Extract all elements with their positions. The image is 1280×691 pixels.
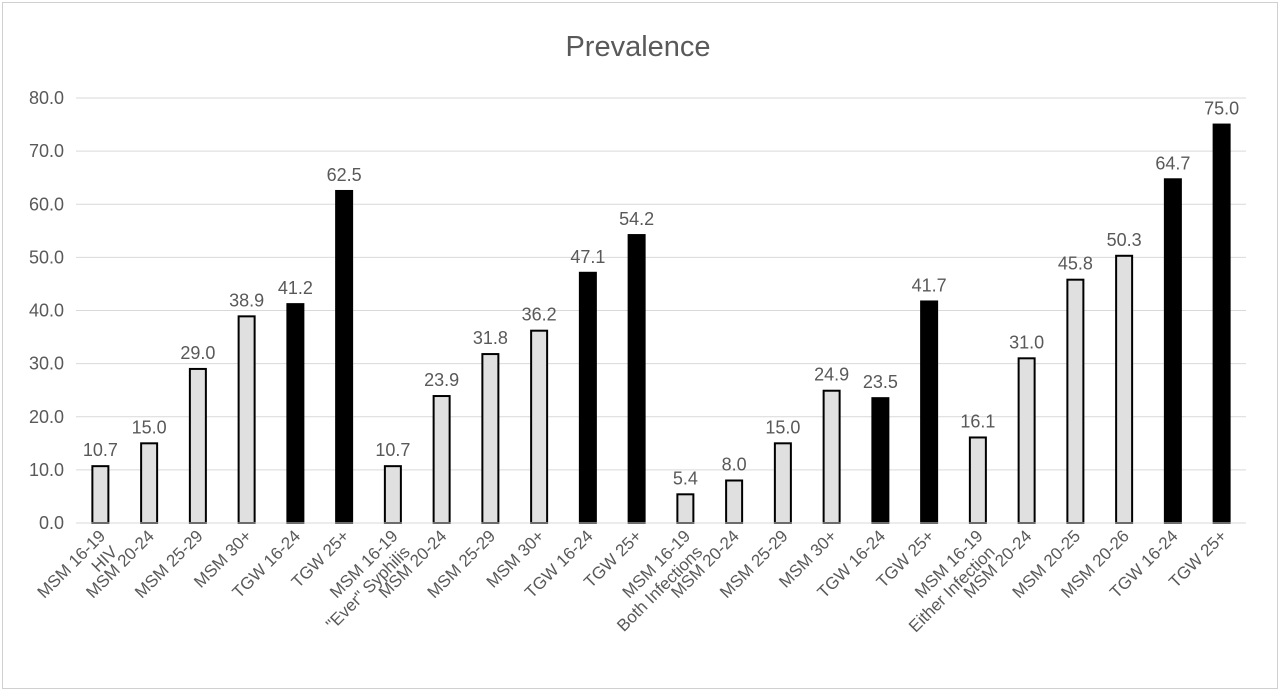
bar [481, 353, 500, 524]
bar [1066, 278, 1085, 524]
data-label: 24.9 [814, 365, 849, 385]
y-tick-label: 10.0 [29, 460, 64, 480]
data-label: 50.3 [1107, 230, 1142, 250]
data-label: 62.5 [327, 165, 362, 185]
data-label: 47.1 [570, 247, 605, 267]
bar [578, 271, 597, 524]
bar [920, 300, 939, 524]
bar [1163, 178, 1182, 524]
data-label: 41.7 [912, 275, 947, 295]
bar [725, 479, 744, 524]
data-label: 16.1 [960, 411, 995, 431]
data-label: 41.2 [278, 278, 313, 298]
data-label-layer: 10.7 15.0 29.0 38.9 41.2 62.5 10.7 23.9 31.8 36.2… [83, 99, 1239, 489]
bar [822, 389, 841, 524]
y-tick-label: 50.0 [29, 247, 64, 267]
data-label: 31.8 [473, 328, 508, 348]
bar [627, 234, 646, 524]
bar [286, 303, 305, 524]
bar [383, 465, 402, 524]
data-label: 31.0 [1009, 332, 1044, 352]
bar [1212, 123, 1231, 524]
bar [237, 315, 256, 524]
y-tick-label: 0.0 [39, 513, 64, 533]
bar [188, 367, 207, 524]
y-tick-label: 60.0 [29, 194, 64, 214]
data-label: 45.8 [1058, 254, 1093, 274]
bar [140, 442, 159, 524]
bar [530, 329, 549, 524]
data-label: 38.9 [229, 290, 264, 310]
data-label: 23.5 [863, 372, 898, 392]
bar [968, 436, 987, 524]
data-label: 10.7 [375, 440, 410, 460]
bar [91, 465, 110, 524]
y-tick-label: 80.0 [29, 88, 64, 108]
data-label: 8.0 [722, 455, 747, 475]
bar [1017, 357, 1036, 524]
y-axis-ticks: 0.0 10.0 20.0 30.0 40.0 50.0 60.0 70.0 80.0 [29, 88, 64, 533]
bar [1115, 254, 1134, 524]
y-tick-label: 70.0 [29, 141, 64, 161]
data-label: 15.0 [132, 417, 167, 437]
y-tick-label: 30.0 [29, 354, 64, 374]
data-label: 10.7 [83, 440, 118, 460]
data-label: 64.7 [1155, 153, 1190, 173]
data-label: 15.0 [765, 417, 800, 437]
data-label: 75.0 [1204, 99, 1239, 119]
bar [676, 493, 695, 524]
data-label: 5.4 [673, 468, 698, 488]
y-tick-label: 20.0 [29, 407, 64, 427]
bar [432, 395, 451, 524]
bar [773, 442, 792, 524]
data-label: 54.2 [619, 209, 654, 229]
data-label: 36.2 [522, 305, 557, 325]
grid-layer [76, 97, 1246, 471]
y-tick-label: 40.0 [29, 301, 64, 321]
data-label: 29.0 [180, 343, 215, 363]
bar-layer [91, 123, 1231, 524]
chart-title: Prevalence [565, 31, 710, 63]
bar [335, 189, 354, 524]
bar [871, 397, 890, 524]
data-label: 23.9 [424, 370, 459, 390]
